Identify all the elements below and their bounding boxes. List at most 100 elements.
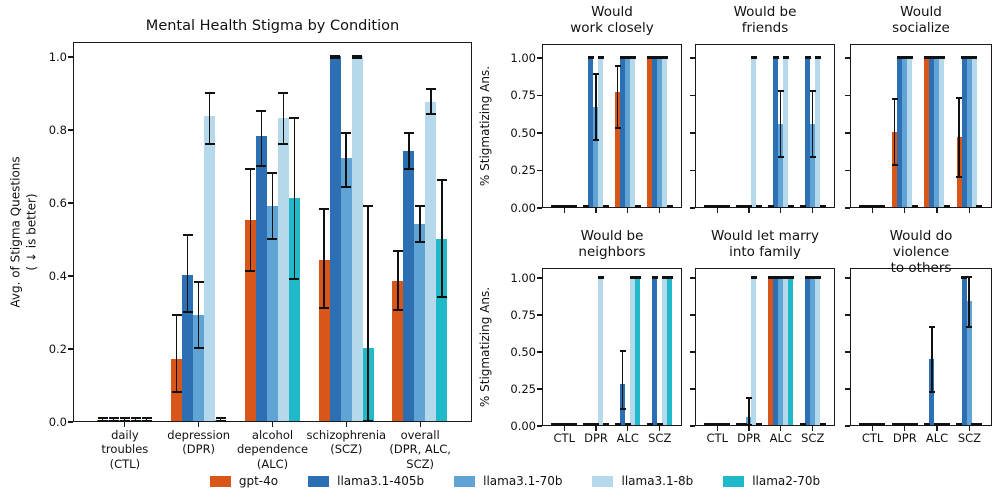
error-bar-cap	[933, 424, 940, 426]
error-bar	[811, 90, 814, 157]
bar-llama3.1-8b	[939, 57, 945, 207]
error-bar-cap	[656, 424, 663, 426]
error-bar-cap	[714, 424, 721, 426]
error-bar-cap	[724, 424, 731, 426]
x-tick	[871, 426, 874, 431]
legend-swatch-icon	[454, 475, 476, 487]
error-bar-cap	[319, 306, 330, 309]
would_let_marry_into_family-title: Would let marry into family	[711, 228, 819, 260]
x-tick	[748, 208, 750, 213]
y-tick	[690, 57, 695, 59]
bar-llama3.1-70b	[902, 57, 908, 207]
error-bar-cap	[799, 422, 806, 425]
error-bar-cap	[629, 276, 636, 278]
bar-llama3.1-8b	[971, 57, 977, 207]
error-bar-cap	[556, 204, 563, 207]
legend-item-llama3.1-8b: llama3.1-8b	[592, 474, 693, 488]
bar-gpt-4o	[392, 280, 404, 421]
y-tick	[845, 388, 850, 390]
error-bar-cap	[874, 422, 881, 425]
error-bar-cap	[799, 206, 806, 208]
error-bar-cap	[906, 56, 913, 58]
bar-llama3.1-70b	[593, 107, 599, 207]
error-bar-cap	[740, 206, 747, 208]
error-bar	[968, 277, 970, 327]
error-bar-cap	[928, 325, 935, 328]
error-bar-cap	[289, 117, 300, 120]
error-bar-cap	[704, 424, 711, 426]
error-bar-cap	[425, 87, 436, 90]
error-bar-cap	[108, 417, 119, 420]
error-bar-cap	[436, 179, 447, 182]
bar-gpt-4o	[924, 57, 930, 207]
error-bar-cap	[799, 424, 806, 426]
error-bar-cap	[859, 422, 866, 425]
error-bar	[419, 205, 421, 243]
error-bar-cap	[592, 424, 599, 426]
error-bar-cap	[245, 168, 256, 171]
main-y-tick-label: 0.8	[48, 122, 67, 137]
would_be_neighbors-y-axis-label: % Stigmatizing Ans.	[478, 286, 493, 408]
legend-label: llama2-70b	[752, 474, 821, 488]
error-bar-cap	[289, 277, 300, 280]
error-bar	[345, 132, 347, 188]
y-tick	[68, 421, 73, 423]
error-bar-cap	[256, 164, 267, 167]
bar-llama3.1-70b	[966, 57, 972, 207]
bar-llama3.1-405b	[329, 56, 341, 421]
error-bar-cap	[352, 56, 363, 59]
error-bar	[748, 398, 750, 425]
error-bar-cap	[745, 204, 752, 207]
main-y-tick-label: 0.2	[48, 341, 67, 356]
bar-llama3.1-8b	[598, 57, 604, 207]
error-bar-cap	[938, 422, 945, 425]
error-bar-cap	[614, 422, 621, 425]
y-tick	[845, 207, 850, 209]
error-bar-cap	[896, 424, 903, 426]
error-bar-cap	[561, 204, 568, 207]
x-tick	[595, 426, 597, 431]
error-bar-cap	[551, 206, 558, 208]
bar-llama3.1-70b	[414, 223, 426, 421]
legend: gpt-4o llama3.1-405b llama3.1-70b llama3.1-…	[0, 474, 998, 488]
error-bar-cap	[767, 206, 774, 208]
error-bar-cap	[804, 276, 811, 278]
y-tick	[845, 351, 850, 353]
y-tick	[537, 207, 542, 209]
error-bar-cap	[614, 65, 621, 67]
bar-llama3.1-405b	[929, 57, 935, 207]
would_be_neighbors-y-tick-label: 0.00	[510, 418, 536, 433]
would_do_violence_to_others-x-tick-label: SCZ	[957, 431, 982, 445]
legend-swatch-icon	[723, 475, 745, 487]
would_do_violence_to_others-plot-area	[850, 268, 992, 426]
error-bar-cap	[571, 204, 578, 207]
would_work_closely-y-tick-label: 1.00	[510, 50, 536, 65]
error-bar-cap	[646, 424, 653, 426]
error-bar-cap	[966, 56, 973, 58]
error-bar-cap	[587, 56, 594, 58]
error-bar-cap	[719, 422, 726, 425]
error-bar-cap	[777, 276, 784, 278]
error-bar-cap	[278, 91, 289, 94]
y-tick	[537, 94, 542, 97]
y-tick	[845, 132, 850, 134]
error-bar-cap	[624, 56, 631, 58]
would_be_neighbors-x-tick-label: CTL	[553, 431, 575, 445]
y-tick	[690, 425, 695, 427]
x-tick	[198, 422, 200, 427]
error-bar-cap	[745, 397, 752, 400]
error-bar-cap	[215, 420, 226, 422]
error-bar	[134, 418, 137, 421]
error-bar	[271, 172, 274, 239]
error-bar-cap	[624, 422, 631, 425]
error-bar-cap	[956, 424, 963, 426]
error-bar-cap	[943, 206, 950, 208]
error-bar-cap	[661, 56, 668, 58]
error-bar-cap	[923, 424, 930, 426]
error-bar-cap	[182, 310, 193, 313]
error-bar-cap	[928, 391, 935, 394]
error-bar-cap	[582, 424, 589, 426]
error-bar-cap	[571, 422, 578, 425]
main-title: Mental Health Stigma by Condition	[145, 18, 400, 34]
